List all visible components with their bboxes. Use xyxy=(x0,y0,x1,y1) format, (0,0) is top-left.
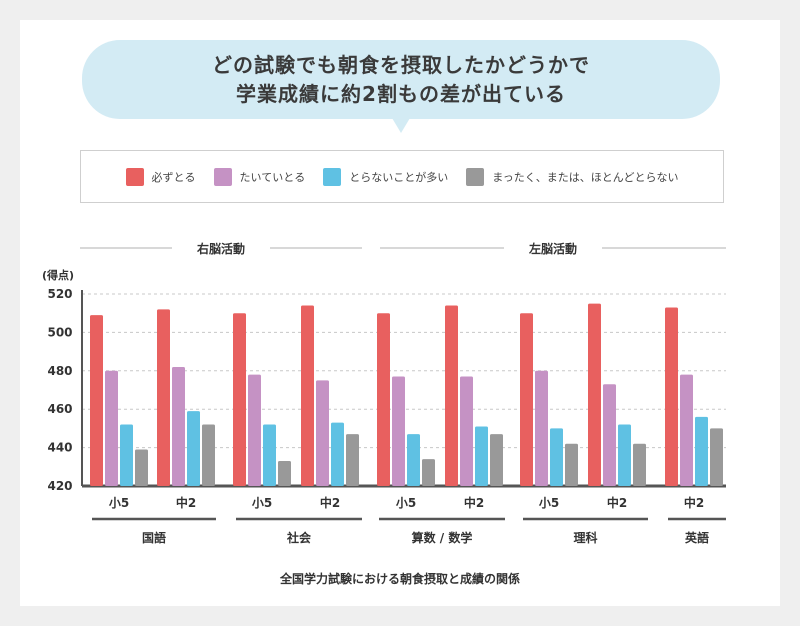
legend-label-always: 必ずとる xyxy=(151,170,196,184)
subject-label: 社会 xyxy=(286,530,312,545)
y-tick-label: 480 xyxy=(47,364,72,378)
chart-caption: 全国学力試験における朝食摂取と成績の関係 xyxy=(279,572,520,586)
bar xyxy=(445,305,458,486)
bar xyxy=(618,424,631,486)
y-tick-label: 440 xyxy=(47,441,72,455)
bar xyxy=(603,384,616,486)
x-tick-label: 小5 xyxy=(539,495,559,510)
bar xyxy=(665,307,678,486)
subject-label: 算数 / 数学 xyxy=(412,530,473,545)
bar xyxy=(695,416,708,486)
bar xyxy=(460,376,473,486)
bar xyxy=(331,422,344,486)
legend-item-rarely: まったく、または、ほとんどとらない xyxy=(466,167,679,186)
legend-swatch-rarely xyxy=(466,167,485,186)
x-tick-label: 小5 xyxy=(109,495,129,510)
bar xyxy=(278,461,291,486)
legend-label-rarely: まったく、または、ほとんどとらない xyxy=(492,170,679,184)
bar xyxy=(301,305,314,486)
bar xyxy=(316,380,329,486)
bar xyxy=(135,449,148,486)
bar xyxy=(187,411,200,486)
headline-bubble-tail xyxy=(392,118,410,133)
bar xyxy=(550,428,563,486)
x-tick-label: 中2 xyxy=(607,495,627,510)
y-axis-label: (得点) xyxy=(42,268,74,282)
bar xyxy=(633,443,646,486)
legend-item-often-skip: とらないことが多い xyxy=(323,167,449,186)
legend: 必ずとる たいていとる とらないことが多い まったく、または、ほとんどとらない xyxy=(80,150,724,203)
bar xyxy=(202,424,215,486)
bar xyxy=(90,315,103,486)
y-tick-label: 500 xyxy=(47,325,72,339)
bar xyxy=(157,309,170,486)
bar xyxy=(710,428,723,486)
bar xyxy=(346,434,359,486)
subject-label: 英語 xyxy=(685,530,709,545)
bar xyxy=(120,424,133,486)
bar xyxy=(248,374,261,486)
bar xyxy=(233,313,246,486)
x-tick-label: 小5 xyxy=(252,495,272,510)
subject-label: 国語 xyxy=(142,530,166,545)
legend-item-usually: たいていとる xyxy=(213,167,306,186)
bar xyxy=(172,366,185,486)
legend-swatch-often-skip xyxy=(323,167,342,186)
bar xyxy=(680,374,693,486)
bar xyxy=(565,443,578,486)
legend-swatch-usually xyxy=(213,167,232,186)
headline-line-1: どの試験でも朝食を摂取したかどうかで xyxy=(212,52,590,77)
bar xyxy=(407,434,420,486)
legend-swatch-always xyxy=(125,167,144,186)
headline-line-2: 学業成績に約2割もの差が出ている xyxy=(236,81,566,106)
y-tick-label: 420 xyxy=(47,479,72,493)
bar xyxy=(422,459,435,486)
bar xyxy=(490,434,503,486)
subject-label: 理科 xyxy=(573,530,597,545)
y-tick-label: 460 xyxy=(47,402,72,416)
bar xyxy=(475,426,488,486)
bar xyxy=(520,313,533,486)
x-tick-label: 中2 xyxy=(464,495,484,510)
legend-label-usually: たいていとる xyxy=(239,170,306,184)
legend-label-often-skip: とらないことが多い xyxy=(349,170,449,184)
headline-bubble: どの試験でも朝食を摂取したかどうかで 学業成績に約2割もの差が出ている xyxy=(82,40,720,119)
bar xyxy=(263,424,276,486)
x-tick-label: 中2 xyxy=(684,495,704,510)
legend-item-always: 必ずとる xyxy=(125,167,196,186)
group-label-left-brain: 左脳活動 xyxy=(528,241,577,256)
bar xyxy=(588,303,601,486)
x-tick-label: 小5 xyxy=(396,495,416,510)
y-tick-label: 520 xyxy=(47,287,72,301)
bar xyxy=(392,376,405,486)
x-tick-label: 中2 xyxy=(320,495,340,510)
bar xyxy=(377,313,390,486)
group-label-right-brain: 右脳活動 xyxy=(196,241,245,256)
bar xyxy=(105,370,118,486)
x-tick-label: 中2 xyxy=(176,495,196,510)
bar xyxy=(535,370,548,486)
